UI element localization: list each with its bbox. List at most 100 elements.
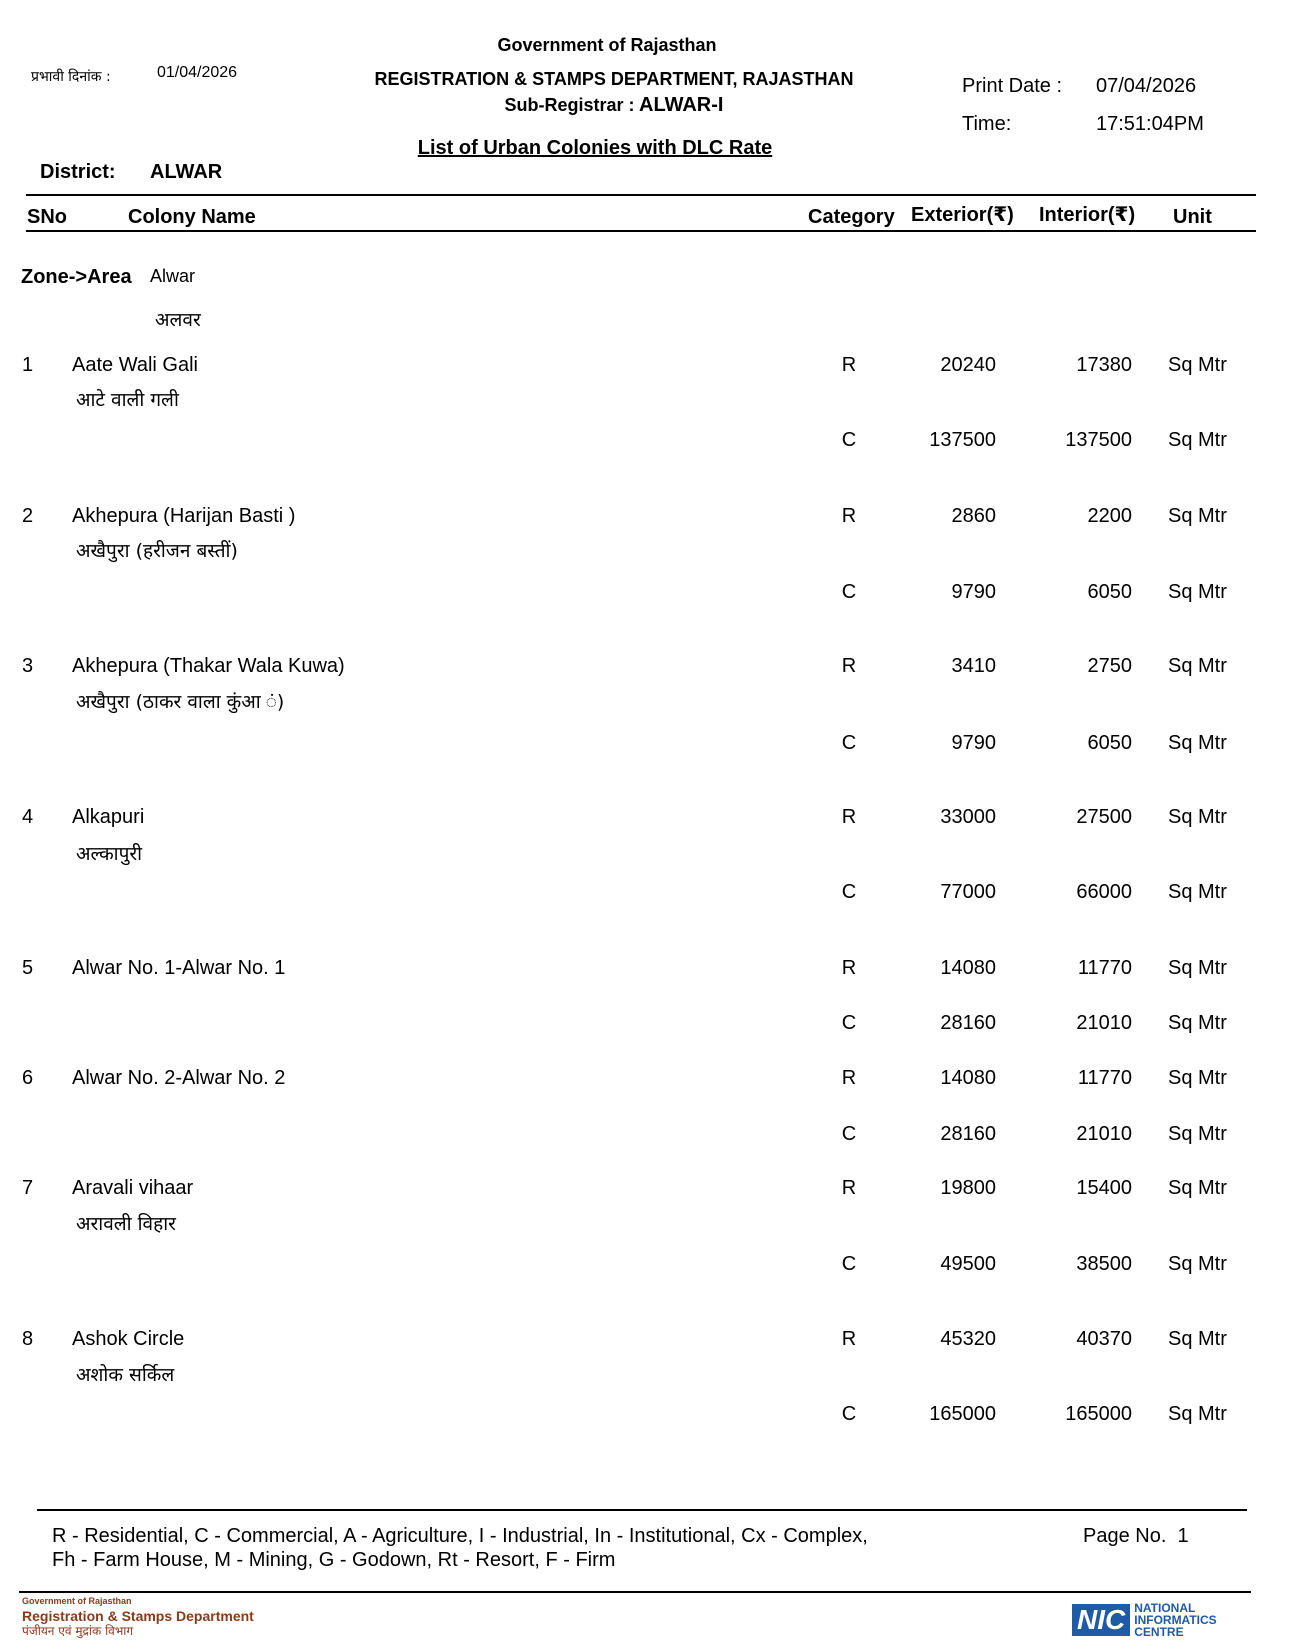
rate-category: C: [841, 1253, 857, 1275]
page-label: Page No.: [1083, 1525, 1167, 1547]
col-colony-name: Colony Name: [128, 206, 256, 228]
col-category: Category: [808, 206, 895, 228]
row-sno: 4: [22, 806, 34, 828]
subregistrar-line: Sub-Registrar : ALWAR-I: [505, 95, 724, 115]
rate-category: C: [841, 581, 857, 603]
row-sno: 3: [22, 655, 34, 677]
rate-category: R: [841, 1328, 857, 1350]
rate-exterior: 20240: [940, 354, 996, 376]
district-label: District:: [40, 161, 116, 183]
rate-interior: 27500: [1076, 806, 1132, 828]
rate-unit: Sq Mtr: [1168, 354, 1227, 376]
effective-date-label: प्रभावी दिनांक :: [31, 69, 111, 85]
rate-unit: Sq Mtr: [1168, 505, 1227, 527]
rate-exterior: 19800: [940, 1177, 996, 1199]
logo-line: पंजीयन एवं मुद्रांक विभाग: [22, 1624, 134, 1638]
rate-unit: Sq Mtr: [1168, 806, 1227, 828]
print-date: 07/04/2026: [1096, 75, 1197, 97]
rate-unit: Sq Mtr: [1168, 1403, 1227, 1425]
rate-interior: 17380: [1076, 354, 1132, 376]
row-sno: 6: [22, 1067, 34, 1089]
rate-unit: Sq Mtr: [1168, 655, 1227, 677]
colony-name-hindi: आटे वाली गली: [76, 389, 179, 411]
rate-unit: Sq Mtr: [1168, 1177, 1227, 1199]
legend-line-1: R - Residential, C - Commercial, A - Agr…: [52, 1525, 868, 1547]
divider: [19, 1591, 1251, 1593]
rate-exterior: 9790: [951, 732, 997, 754]
zone-value-hindi: अलवर: [155, 309, 201, 331]
rate-interior: 21010: [1076, 1012, 1132, 1034]
rate-unit: Sq Mtr: [1168, 957, 1227, 979]
rate-interior: 165000: [1065, 1403, 1132, 1425]
rate-unit: Sq Mtr: [1168, 1123, 1227, 1145]
colony-name: Aate Wali Gali: [72, 354, 198, 376]
divider: [37, 1509, 1247, 1511]
page-number-label: Page No. 1: [1083, 1526, 1189, 1546]
rate-interior: 40370: [1076, 1328, 1132, 1350]
colony-name: Alwar No. 1-Alwar No. 1: [72, 957, 286, 979]
rate-unit: Sq Mtr: [1168, 1253, 1227, 1275]
rate-category: C: [841, 1403, 857, 1425]
row-sno: 1: [22, 354, 34, 376]
colony-name-hindi: अखैपुरा (ठाकर वाला कुंआ ं): [76, 691, 285, 713]
rate-category: R: [841, 655, 857, 677]
nic-mark: NIC: [1072, 1604, 1131, 1636]
logo-line: INFORMATICS: [1134, 1613, 1217, 1627]
rate-category: R: [841, 1177, 857, 1199]
rate-interior: 6050: [1087, 581, 1133, 603]
rate-category: C: [841, 732, 857, 754]
zone-label: Zone->Area: [21, 266, 132, 288]
rate-exterior: 14080: [940, 957, 996, 979]
rate-unit: Sq Mtr: [1168, 1012, 1227, 1034]
col-exterior: Exterior(₹): [911, 204, 1014, 226]
rate-exterior: 3410: [951, 655, 997, 677]
nic-logo: NIC NATIONAL INFORMATICS CENTRE: [1072, 1602, 1217, 1638]
print-time: 17:51:04PM: [1096, 113, 1204, 135]
row-sno: 7: [22, 1177, 34, 1199]
rate-category: C: [841, 429, 857, 451]
logo-line: NATIONAL: [1134, 1601, 1196, 1615]
rate-category: R: [841, 1067, 857, 1089]
col-unit: Unit: [1173, 206, 1212, 228]
logo-line: Registration & Stamps Department: [22, 1608, 254, 1624]
rate-interior: 2750: [1087, 655, 1133, 677]
rate-interior: 38500: [1076, 1253, 1132, 1275]
col-interior: Interior(₹): [1039, 204, 1136, 226]
colony-name: Alkapuri: [72, 806, 145, 828]
colony-name: Alwar No. 2-Alwar No. 2: [72, 1067, 286, 1089]
rate-unit: Sq Mtr: [1168, 732, 1227, 754]
row-sno: 5: [22, 957, 34, 979]
colony-name: Akhepura (Harijan Basti ): [72, 505, 296, 527]
rate-category: C: [841, 1123, 857, 1145]
department-heading: REGISTRATION & STAMPS DEPARTMENT, RAJAST…: [374, 69, 854, 89]
rate-unit: Sq Mtr: [1168, 1328, 1227, 1350]
rate-exterior: 49500: [940, 1253, 996, 1275]
rate-category: C: [841, 1012, 857, 1034]
rate-unit: Sq Mtr: [1168, 581, 1227, 603]
rate-exterior: 33000: [940, 806, 996, 828]
rate-interior: 15400: [1076, 1177, 1132, 1199]
rate-exterior: 165000: [929, 1403, 996, 1425]
rate-interior: 66000: [1076, 881, 1132, 903]
effective-date: 01/04/2026: [157, 64, 238, 81]
rate-category: R: [841, 354, 857, 376]
rate-interior: 11770: [1077, 957, 1132, 979]
page-number: 1: [1177, 1525, 1189, 1547]
district-value: ALWAR: [150, 161, 223, 183]
rate-interior: 11770: [1077, 1067, 1132, 1089]
rate-interior: 2200: [1087, 505, 1133, 527]
rate-unit: Sq Mtr: [1168, 1067, 1227, 1089]
govt-heading: Government of Rajasthan: [497, 35, 717, 55]
rate-unit: Sq Mtr: [1168, 429, 1227, 451]
logo-line: CENTRE: [1134, 1625, 1184, 1639]
rate-exterior: 28160: [940, 1123, 996, 1145]
rate-interior: 21010: [1076, 1123, 1132, 1145]
rate-category: R: [841, 957, 857, 979]
zone-value: Alwar: [150, 266, 196, 286]
row-sno: 8: [22, 1328, 34, 1350]
rate-interior: 137500: [1065, 429, 1132, 451]
rate-category: C: [841, 881, 857, 903]
rate-exterior: 9790: [951, 581, 997, 603]
divider: [26, 230, 1256, 232]
rate-exterior: 137500: [929, 429, 996, 451]
